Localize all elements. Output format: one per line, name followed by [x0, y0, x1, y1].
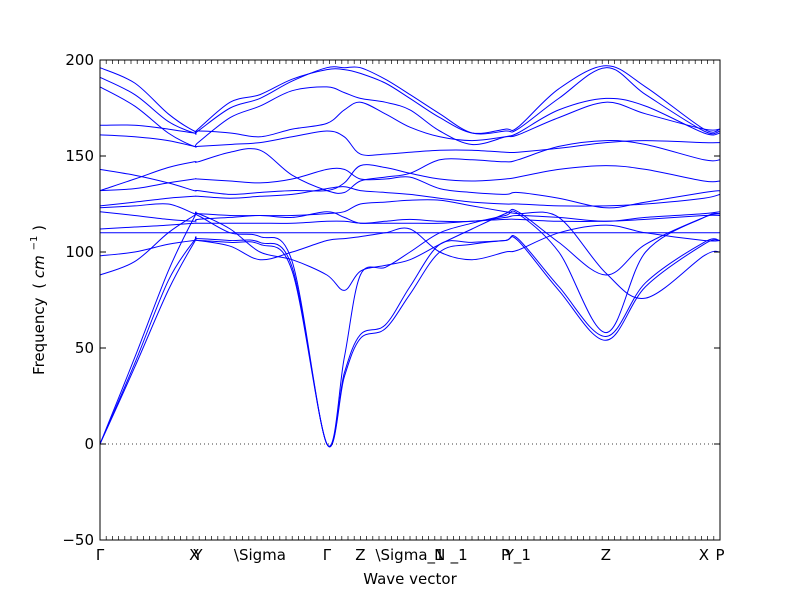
y-axis-unit-exponent: −1 [29, 236, 40, 251]
x-tick-label: \Sigma [234, 546, 286, 564]
x-tick-label: Z [355, 546, 365, 564]
x-tick-label: Y_1 [504, 546, 531, 565]
band-line-18 [99, 65, 721, 134]
band-line-3 [99, 210, 721, 447]
band-line-4 [99, 208, 721, 291]
axes-frame [99, 59, 721, 541]
y-tick-label: 0 [84, 435, 94, 453]
band-line-17 [99, 66, 721, 135]
x-tick-label: X [699, 546, 709, 564]
band-line-14 [99, 130, 721, 156]
x-tick-label: Γ [96, 546, 105, 564]
band-line-10 [99, 186, 721, 207]
y-tick-label: 100 [65, 243, 94, 261]
y-tick-label: −50 [62, 531, 94, 549]
y-axis-unit-close: ) [30, 225, 48, 231]
band-line-16 [99, 86, 721, 148]
x-tick-label: Y [192, 546, 203, 564]
x-tick-label: X [189, 546, 199, 564]
band-line-8 [99, 211, 721, 224]
y-axis-unit: cm [30, 255, 48, 278]
x-tick-label: Z [601, 546, 611, 564]
band-line-12 [99, 164, 721, 195]
x-tick-label: _1 [450, 546, 468, 565]
x-tick-label: P [501, 546, 510, 564]
x-axis-ticks: Γ XY \Sigma Γ Z \Sigma_1N _1 PY_1 Z X P [96, 60, 725, 565]
plot-lines [99, 65, 721, 448]
band-line-11 [99, 167, 721, 209]
x-tick-label: \Sigma_1 [375, 546, 444, 565]
x-axis-label: Wave vector [363, 570, 457, 588]
band-line-1 [99, 236, 721, 448]
band-line-9 [99, 199, 721, 299]
band-line-15 [99, 101, 721, 142]
y-axis-label: Frequency ( cm −1 ) [23, 225, 48, 375]
y-tick-label: 200 [65, 51, 94, 69]
band-line-7 [99, 214, 721, 230]
y-axis-label-text: Frequency [30, 297, 48, 375]
x-tick-label: Γ [323, 546, 332, 564]
y-axis-ticks: −50 0 50 100 150 200 [62, 51, 720, 549]
y-axis-unit-open: ( [30, 283, 48, 289]
x-tick-label: N [434, 546, 445, 564]
band-line-5 [99, 224, 721, 261]
x-tick-label: P [715, 546, 724, 564]
band-line-2 [99, 235, 721, 448]
y-tick-label: 150 [65, 147, 94, 165]
band-line-13 [99, 140, 721, 194]
y-tick-label: 50 [75, 339, 94, 357]
